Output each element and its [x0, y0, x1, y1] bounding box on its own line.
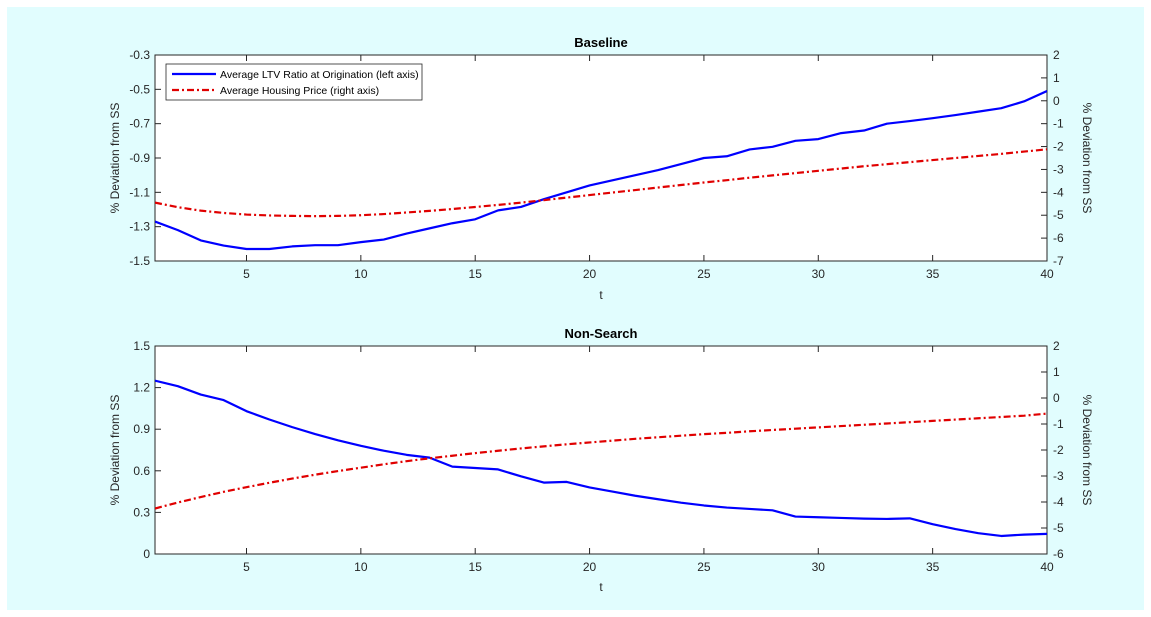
x-tick-label-non-search: 15 [469, 560, 483, 574]
y-tick-label-right-non-search: -6 [1053, 547, 1064, 561]
x-tick-label-non-search: 40 [1040, 560, 1054, 574]
legend-box [165, 63, 423, 101]
series-line-ltv-baseline [155, 90, 1047, 251]
x-tick-label-non-search: 10 [354, 560, 368, 574]
y-tick-label-right-non-search: 1 [1053, 365, 1060, 379]
y-tick-label-right-baseline: 1 [1053, 71, 1060, 85]
y-tick-label-left-baseline: -0.5 [129, 82, 150, 96]
panel-baseline: Baseline t % Deviation from SS % Deviati… [108, 35, 1094, 302]
y-tick-label-right-baseline: -6 [1053, 231, 1064, 245]
y-tick-label-right-baseline: -7 [1053, 254, 1064, 268]
axis-ticks-baseline: 5 10 15 20 25 30 35 40-1.5-1.3-1.1-0.9-0.7-0.5-… [129, 48, 1064, 281]
y-tick-label-right-non-search: -4 [1053, 495, 1064, 509]
x-tick-label-non-search: 5 [243, 560, 250, 574]
y-axis-label-right-non-search: % Deviation from SS [1080, 395, 1094, 506]
y-tick-label-right-baseline: -1 [1053, 117, 1064, 131]
y-tick-label-left-non-search: 0.9 [133, 422, 150, 436]
series-line-housing-price-baseline [155, 148, 1047, 218]
y-tick-label-right-baseline: 0 [1053, 94, 1060, 108]
legend: Average LTV Ratio at Origination (left a… [165, 63, 423, 101]
y-axis-label-right-baseline: % Deviation from SS [1080, 103, 1094, 214]
y-axis-label-left-baseline: % Deviation from SS [108, 103, 122, 214]
x-axis-label-non-search: t [599, 580, 603, 594]
y-tick-label-right-non-search: 2 [1053, 339, 1060, 353]
x-tick-label-baseline: 25 [697, 267, 711, 281]
x-tick-label-baseline: 15 [469, 267, 483, 281]
y-tick-label-left-non-search: 0.3 [133, 505, 150, 519]
y-tick-label-right-non-search: -2 [1053, 443, 1064, 457]
x-axis-label-baseline: t [599, 288, 603, 302]
series-line-housing-price-non-search [155, 412, 1047, 510]
x-tick-label-baseline: 35 [926, 267, 940, 281]
series-lines-baseline [155, 90, 1047, 251]
chart-title-non-search: Non-Search [565, 326, 638, 341]
y-tick-label-left-non-search: 1.5 [133, 339, 150, 353]
panel-non-search: Non-Search t % Deviation from SS % Devia… [108, 326, 1094, 594]
chart-title-baseline: Baseline [574, 35, 627, 50]
y-tick-label-left-baseline: -1.1 [129, 185, 150, 199]
x-tick-label-baseline: 20 [583, 267, 597, 281]
series-line-ltv-non-search [155, 379, 1047, 538]
y-tick-label-right-baseline: -2 [1053, 140, 1064, 154]
x-tick-label-baseline: 5 [243, 267, 250, 281]
y-tick-label-right-baseline: -5 [1053, 208, 1064, 222]
y-tick-label-left-baseline: -0.7 [129, 117, 150, 131]
plot-area-non-search [154, 345, 1048, 555]
y-tick-label-right-baseline: -3 [1053, 162, 1064, 176]
axis-ticks-non-search: 5 10 15 20 25 30 35 4000.30.60.91.21.5-6-5-4-3-… [133, 339, 1064, 574]
y-tick-label-left-non-search: 0 [143, 547, 150, 561]
y-tick-label-right-baseline: 2 [1053, 48, 1060, 62]
x-tick-label-baseline: 30 [812, 267, 826, 281]
y-tick-label-right-non-search: 0 [1053, 391, 1060, 405]
x-tick-label-non-search: 30 [812, 560, 826, 574]
series-lines-non-search [155, 379, 1047, 538]
y-axis-label-left-non-search: % Deviation from SS [108, 395, 122, 506]
y-tick-label-right-non-search: -5 [1053, 521, 1064, 535]
legend-entry-housing-price: Average Housing Price (right axis) [220, 85, 379, 97]
x-tick-label-baseline: 40 [1040, 267, 1054, 281]
x-tick-label-non-search: 35 [926, 560, 940, 574]
x-tick-label-baseline: 10 [354, 267, 368, 281]
y-tick-label-left-baseline: -0.9 [129, 151, 150, 165]
y-tick-label-left-non-search: 1.2 [133, 381, 150, 395]
legend-entry-ltv: Average LTV Ratio at Origination (left a… [220, 69, 419, 81]
y-tick-label-left-baseline: -1.3 [129, 220, 150, 234]
y-tick-label-right-non-search: -1 [1053, 417, 1064, 431]
x-tick-label-non-search: 25 [697, 560, 711, 574]
y-tick-label-right-non-search: -3 [1053, 469, 1064, 483]
y-tick-label-right-baseline: -4 [1053, 185, 1064, 199]
x-tick-label-non-search: 20 [583, 560, 597, 574]
y-tick-label-left-baseline: -1.5 [129, 254, 150, 268]
y-tick-label-left-non-search: 0.6 [133, 464, 150, 478]
y-tick-label-left-baseline: -0.3 [129, 48, 150, 62]
